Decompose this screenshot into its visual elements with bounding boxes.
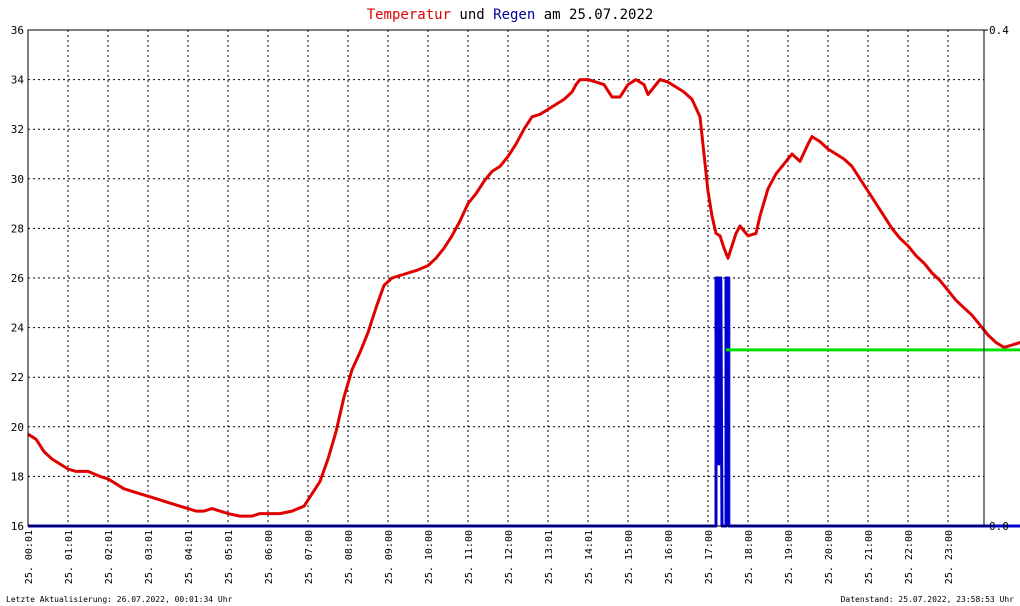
y-tick-label: 30 [11, 173, 24, 186]
y-tick-label: 36 [11, 24, 24, 37]
x-axis: 25. 00:01 25. 01:01 25. 02:01 25. 03:01 25. … [24, 530, 955, 584]
x-tick-label: 25. 01:01 [64, 530, 75, 584]
title-part-0: Temperatur [367, 7, 451, 23]
x-tick-label: 25. 20:00 [824, 530, 835, 584]
x-tick-label: 25. 18:00 [744, 530, 755, 584]
x-tick-label: 25. 08:00 [344, 530, 355, 584]
x-tick-label: 25. 04:01 [184, 530, 195, 584]
y-tick-label: 22 [11, 371, 24, 384]
chart-title: Temperatur und Regen am 25.07.2022 [367, 7, 654, 23]
title-part-2: Regen [493, 7, 535, 23]
x-tick-label: 25. 02:01 [104, 530, 115, 584]
footer-data-state: Datenstand: 25.07.2022, 23:58:53 Uhr [841, 595, 1015, 604]
x-tick-label: 25. 12:00 [504, 530, 515, 584]
y-tick-label: 28 [11, 222, 24, 235]
x-tick-label: 25. 19:00 [784, 530, 795, 584]
x-tick-label: 25. 09:00 [384, 530, 395, 584]
y-tick-label: 24 [11, 322, 25, 335]
x-tick-label: 25. 11:00 [464, 530, 475, 584]
x-tick-label: 25. 21:00 [864, 530, 875, 584]
x-tick-label: 25. 16:00 [664, 530, 675, 584]
y-right-tick-label: 0.4 [989, 24, 1009, 37]
x-tick-label: 25. 17:00 [704, 530, 715, 584]
x-tick-label: 25. 15:00 [624, 530, 635, 584]
x-tick-label: 25. 10:00 [424, 530, 435, 584]
x-tick-label: 25. 03:01 [144, 530, 155, 584]
y-tick-label: 18 [11, 470, 24, 483]
x-tick-label: 25. 22:00 [904, 530, 915, 584]
x-tick-label: 25. 05:01 [224, 530, 235, 584]
x-tick-label: 25. 00:01 [24, 530, 35, 584]
y-axis-right: 0.0 0.4 [984, 24, 1009, 533]
grid [28, 30, 984, 526]
title-part-1: und [451, 7, 493, 23]
x-tick-label: 25. 14:01 [584, 530, 595, 584]
y-tick-label: 26 [11, 272, 24, 285]
title-part-3: am 25.07.2022 [535, 7, 653, 23]
x-tick-label: 25. 13:01 [544, 530, 555, 584]
y-right-tick-label: 0.0 [989, 520, 1009, 533]
x-tick-label: 25. 23:00 [944, 530, 955, 584]
footer-last-update: Letzte Aktualisierung: 26.07.2022, 00:01… [6, 595, 233, 604]
series-line-regen [28, 276, 1020, 528]
series-layer [27, 78, 1020, 528]
plot-frame [27, 29, 985, 527]
y-tick-label: 16 [11, 520, 24, 533]
x-tick-label: 25. 06:00 [264, 530, 275, 584]
series-line-temperatur [27, 78, 1020, 518]
y-tick-label: 20 [11, 421, 24, 434]
y-axis-left: 16 18 20 22 24 26 28 30 32 34 36 [11, 24, 25, 533]
y-tick-label: 34 [11, 74, 25, 87]
x-tick-label: 25. 07:00 [304, 530, 315, 584]
y-tick-label: 32 [11, 123, 24, 136]
